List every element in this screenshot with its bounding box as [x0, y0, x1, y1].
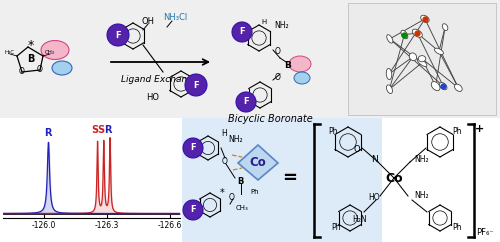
Text: Ph: Ph [328, 128, 338, 136]
Text: CH₃: CH₃ [45, 50, 55, 54]
Text: Ph: Ph [452, 128, 462, 136]
Text: PF₆⁻: PF₆⁻ [476, 228, 494, 237]
Text: Ph: Ph [250, 189, 258, 195]
Text: R: R [44, 128, 51, 138]
Text: F: F [190, 205, 196, 214]
Ellipse shape [410, 53, 416, 61]
Text: Co: Co [250, 157, 266, 169]
Text: O: O [275, 47, 281, 56]
Text: F: F [190, 144, 196, 152]
Text: B: B [284, 61, 292, 70]
Text: S: S [98, 125, 105, 135]
Text: F: F [193, 81, 199, 90]
Text: HO: HO [146, 92, 160, 101]
Circle shape [183, 200, 203, 220]
Ellipse shape [418, 56, 426, 62]
Ellipse shape [52, 61, 72, 75]
Text: B: B [28, 54, 34, 64]
Circle shape [236, 92, 256, 112]
Text: NH₂: NH₂ [414, 191, 428, 201]
Ellipse shape [294, 72, 310, 84]
Text: Ligand Exchange: Ligand Exchange [121, 75, 199, 84]
Text: O: O [222, 158, 228, 166]
Text: O: O [354, 145, 360, 154]
Polygon shape [238, 145, 278, 180]
Text: =: = [282, 169, 298, 187]
Ellipse shape [420, 15, 429, 23]
Text: H₃C: H₃C [5, 50, 15, 54]
Text: H₂N: H₂N [352, 215, 368, 225]
Text: F: F [239, 28, 245, 37]
Ellipse shape [386, 85, 392, 93]
Text: O: O [37, 65, 43, 74]
Text: N: N [372, 156, 378, 165]
Text: NH₂: NH₂ [274, 21, 288, 30]
Ellipse shape [401, 30, 408, 39]
Text: CH₃: CH₃ [236, 205, 248, 211]
Ellipse shape [41, 40, 69, 60]
Text: H: H [221, 129, 227, 137]
Text: NH₃Cl: NH₃Cl [163, 14, 187, 23]
Ellipse shape [440, 83, 447, 90]
Text: NH₂: NH₂ [414, 156, 428, 165]
Ellipse shape [454, 84, 462, 91]
Text: F: F [243, 98, 249, 106]
Bar [182, 118, 382, 242]
Text: NH₂: NH₂ [228, 136, 242, 144]
Text: +: + [475, 124, 484, 134]
Text: B: B [237, 177, 243, 187]
Ellipse shape [442, 24, 448, 30]
Text: H: H [262, 19, 266, 25]
Text: Bicyclic Boronate: Bicyclic Boronate [228, 114, 312, 124]
Ellipse shape [289, 56, 311, 72]
Ellipse shape [434, 48, 444, 54]
Bar [0, 0, 500, 118]
Circle shape [107, 24, 129, 46]
Bar [348, 3, 496, 115]
Text: O: O [229, 192, 235, 202]
Ellipse shape [418, 59, 427, 67]
Text: R: R [104, 125, 112, 135]
Text: HO: HO [368, 194, 380, 203]
Text: O: O [19, 67, 25, 76]
Circle shape [183, 138, 203, 158]
Text: S: S [92, 125, 98, 135]
Text: F: F [115, 30, 121, 39]
Ellipse shape [432, 82, 440, 91]
Text: *: * [28, 38, 34, 52]
Circle shape [185, 74, 207, 96]
Text: Ph: Ph [331, 224, 341, 233]
Circle shape [232, 22, 252, 42]
Text: *: * [220, 188, 224, 198]
Ellipse shape [412, 29, 422, 37]
Ellipse shape [386, 68, 392, 80]
Text: O: O [275, 74, 281, 83]
Text: OH: OH [142, 17, 154, 27]
Text: Co: Co [385, 172, 403, 184]
Text: Ph: Ph [452, 224, 462, 233]
Ellipse shape [386, 35, 393, 43]
